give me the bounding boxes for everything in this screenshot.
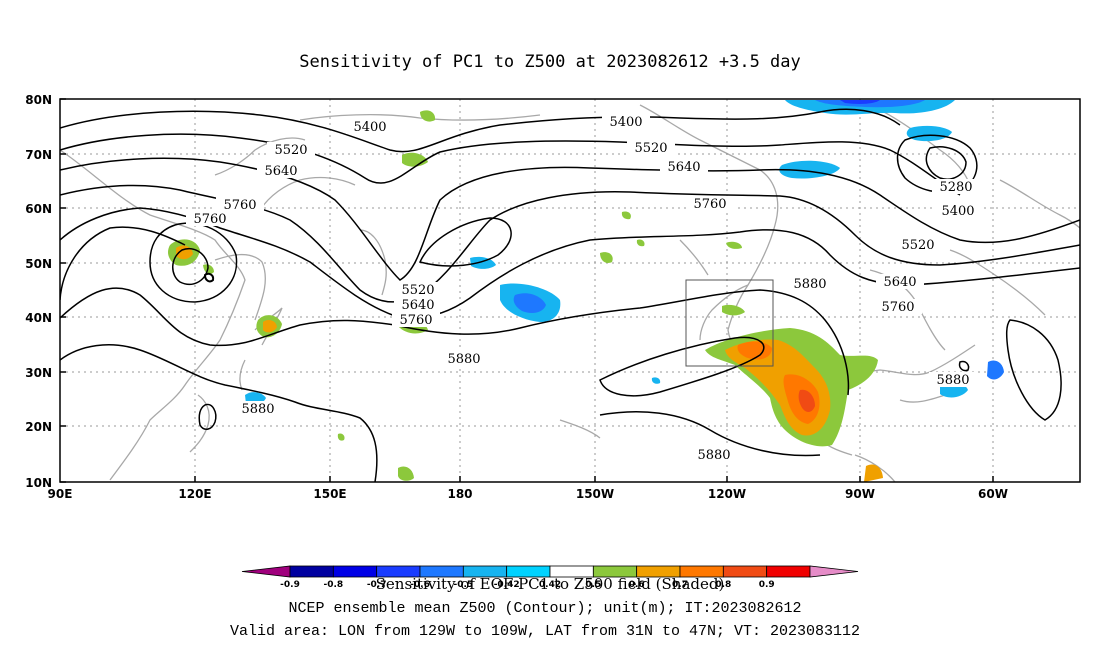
shade-positive xyxy=(203,264,214,274)
colorbar-label: -0.7 xyxy=(367,580,387,590)
colorbar-label: -0.6 xyxy=(410,580,430,590)
shade-negative xyxy=(987,360,1004,380)
lat-tick-label: 40N xyxy=(25,311,52,325)
shade-positive xyxy=(636,239,645,247)
colorbar-label: 0.7 xyxy=(672,580,688,590)
colorbar xyxy=(241,565,859,578)
lat-tick-label: 30N xyxy=(25,366,52,380)
contour-label: 5880 xyxy=(936,373,969,388)
lon-tick-label: 120W xyxy=(708,487,746,501)
colorbar-cap-left xyxy=(241,565,291,578)
shade-negative xyxy=(815,100,925,108)
axis-ticks xyxy=(60,98,994,483)
colorbar-label: 0.8 xyxy=(715,580,731,590)
lat-tick-label: 10N xyxy=(25,476,52,490)
valid-area-box xyxy=(685,279,774,367)
contour-label: 5760 xyxy=(223,198,256,213)
contour-label: 5640 xyxy=(401,298,434,313)
lat-tick-label: 20N xyxy=(25,420,52,434)
lat-tick-label: 60N xyxy=(25,202,52,216)
lon-tick-label: 120E xyxy=(178,487,211,501)
contour-label: 5280 xyxy=(939,180,972,195)
lon-tick-label: 90E xyxy=(48,487,73,501)
shade-negative xyxy=(651,377,661,384)
lon-tick-label: 150E xyxy=(313,487,346,501)
contour-label: 5640 xyxy=(667,160,700,175)
colorbar-label: -0.9 xyxy=(280,580,300,590)
contour-label: 5880 xyxy=(447,352,480,367)
colorbar-bin xyxy=(289,565,334,578)
shade-positive xyxy=(263,319,277,333)
contour-label: 5400 xyxy=(609,115,642,130)
contour-labels: 5400 5400 5520 5520 5640 5640 5760 5760 … xyxy=(186,114,982,463)
shade-positive xyxy=(600,252,613,263)
lat-tick-labels: 80N 70N 60N 50N 40N 30N 20N 10N xyxy=(25,93,52,490)
shade-positive xyxy=(337,433,345,441)
colorbar-label: 0.42 xyxy=(539,580,561,590)
chart-title: Sensitivity of PC1 to Z500 at 2023082612… xyxy=(299,52,801,72)
lon-tick-labels: 90E 120E 150E 180 150W 120W 90W 60W xyxy=(48,487,1008,501)
colorbar-bin xyxy=(766,565,811,578)
shade-positive xyxy=(864,464,883,482)
map-panel: 5400 5400 5520 5520 5640 5640 5760 5760 … xyxy=(25,93,1081,501)
contour-label: 5520 xyxy=(634,141,667,156)
map-background xyxy=(60,99,1080,482)
shade-positive xyxy=(420,110,436,122)
contour-label: 5640 xyxy=(883,275,916,290)
lat-tick-label: 50N xyxy=(25,257,52,271)
colorbar-cap-right xyxy=(809,565,859,578)
map-frame xyxy=(59,98,1081,483)
contour-label: 5400 xyxy=(353,120,386,135)
contour-label: 5640 xyxy=(264,164,297,179)
contour-label: 5880 xyxy=(793,277,826,292)
footer-line-2: Valid area: LON from 129W to 109W, LAT f… xyxy=(230,623,860,640)
shade-positive xyxy=(726,241,742,249)
shade-positive xyxy=(621,211,631,220)
lon-tick-label: 90W xyxy=(845,487,875,501)
footer-line-1: NCEP ensemble mean Z500 (Contour); unit(… xyxy=(288,600,801,617)
colorbar-label: -0.5 xyxy=(453,580,473,590)
lon-tick-label: 150W xyxy=(576,487,614,501)
colorbar-bin xyxy=(722,565,768,578)
contour-label: 5880 xyxy=(697,448,730,463)
shade-positive xyxy=(398,466,414,481)
contour-label: 5880 xyxy=(241,402,274,417)
colorbar-label: -0.8 xyxy=(323,580,343,590)
colorbar-label: 0.9 xyxy=(759,580,775,590)
contour-label: 5760 xyxy=(881,300,914,315)
colorbar-bin xyxy=(332,565,378,578)
contour-label: 5400 xyxy=(941,204,974,219)
lon-tick-label: 60W xyxy=(978,487,1008,501)
shade-positive xyxy=(722,304,745,316)
contour-label: 5520 xyxy=(901,238,934,253)
contour-label: 5520 xyxy=(274,143,307,158)
shade-positive xyxy=(798,389,815,412)
contour-label: 5760 xyxy=(693,197,726,212)
shade-negative xyxy=(513,293,546,313)
shade-negative xyxy=(906,125,952,142)
contour-label: 5520 xyxy=(401,283,434,298)
lat-tick-label: 80N xyxy=(25,93,52,107)
colorbar-labels: -0.9 -0.8 -0.7 -0.6 -0.5 -0.42 0.42 0.5 0.6 0.7 0.… xyxy=(280,580,774,590)
colorbar-title: Sensitivity of EOF PC1 to Z500 field (Sh… xyxy=(376,575,725,593)
lat-tick-label: 70N xyxy=(25,148,52,162)
shade-negative xyxy=(840,100,880,104)
shade-negative xyxy=(470,256,496,269)
contour-label: 5760 xyxy=(399,313,432,328)
colorbar-label: 0.5 xyxy=(585,580,601,590)
colorbar-label: 0.6 xyxy=(629,580,645,590)
colorbar-label: -0.42 xyxy=(494,580,520,590)
lon-tick-label: 180 xyxy=(447,487,472,501)
contour-label: 5760 xyxy=(193,212,226,227)
